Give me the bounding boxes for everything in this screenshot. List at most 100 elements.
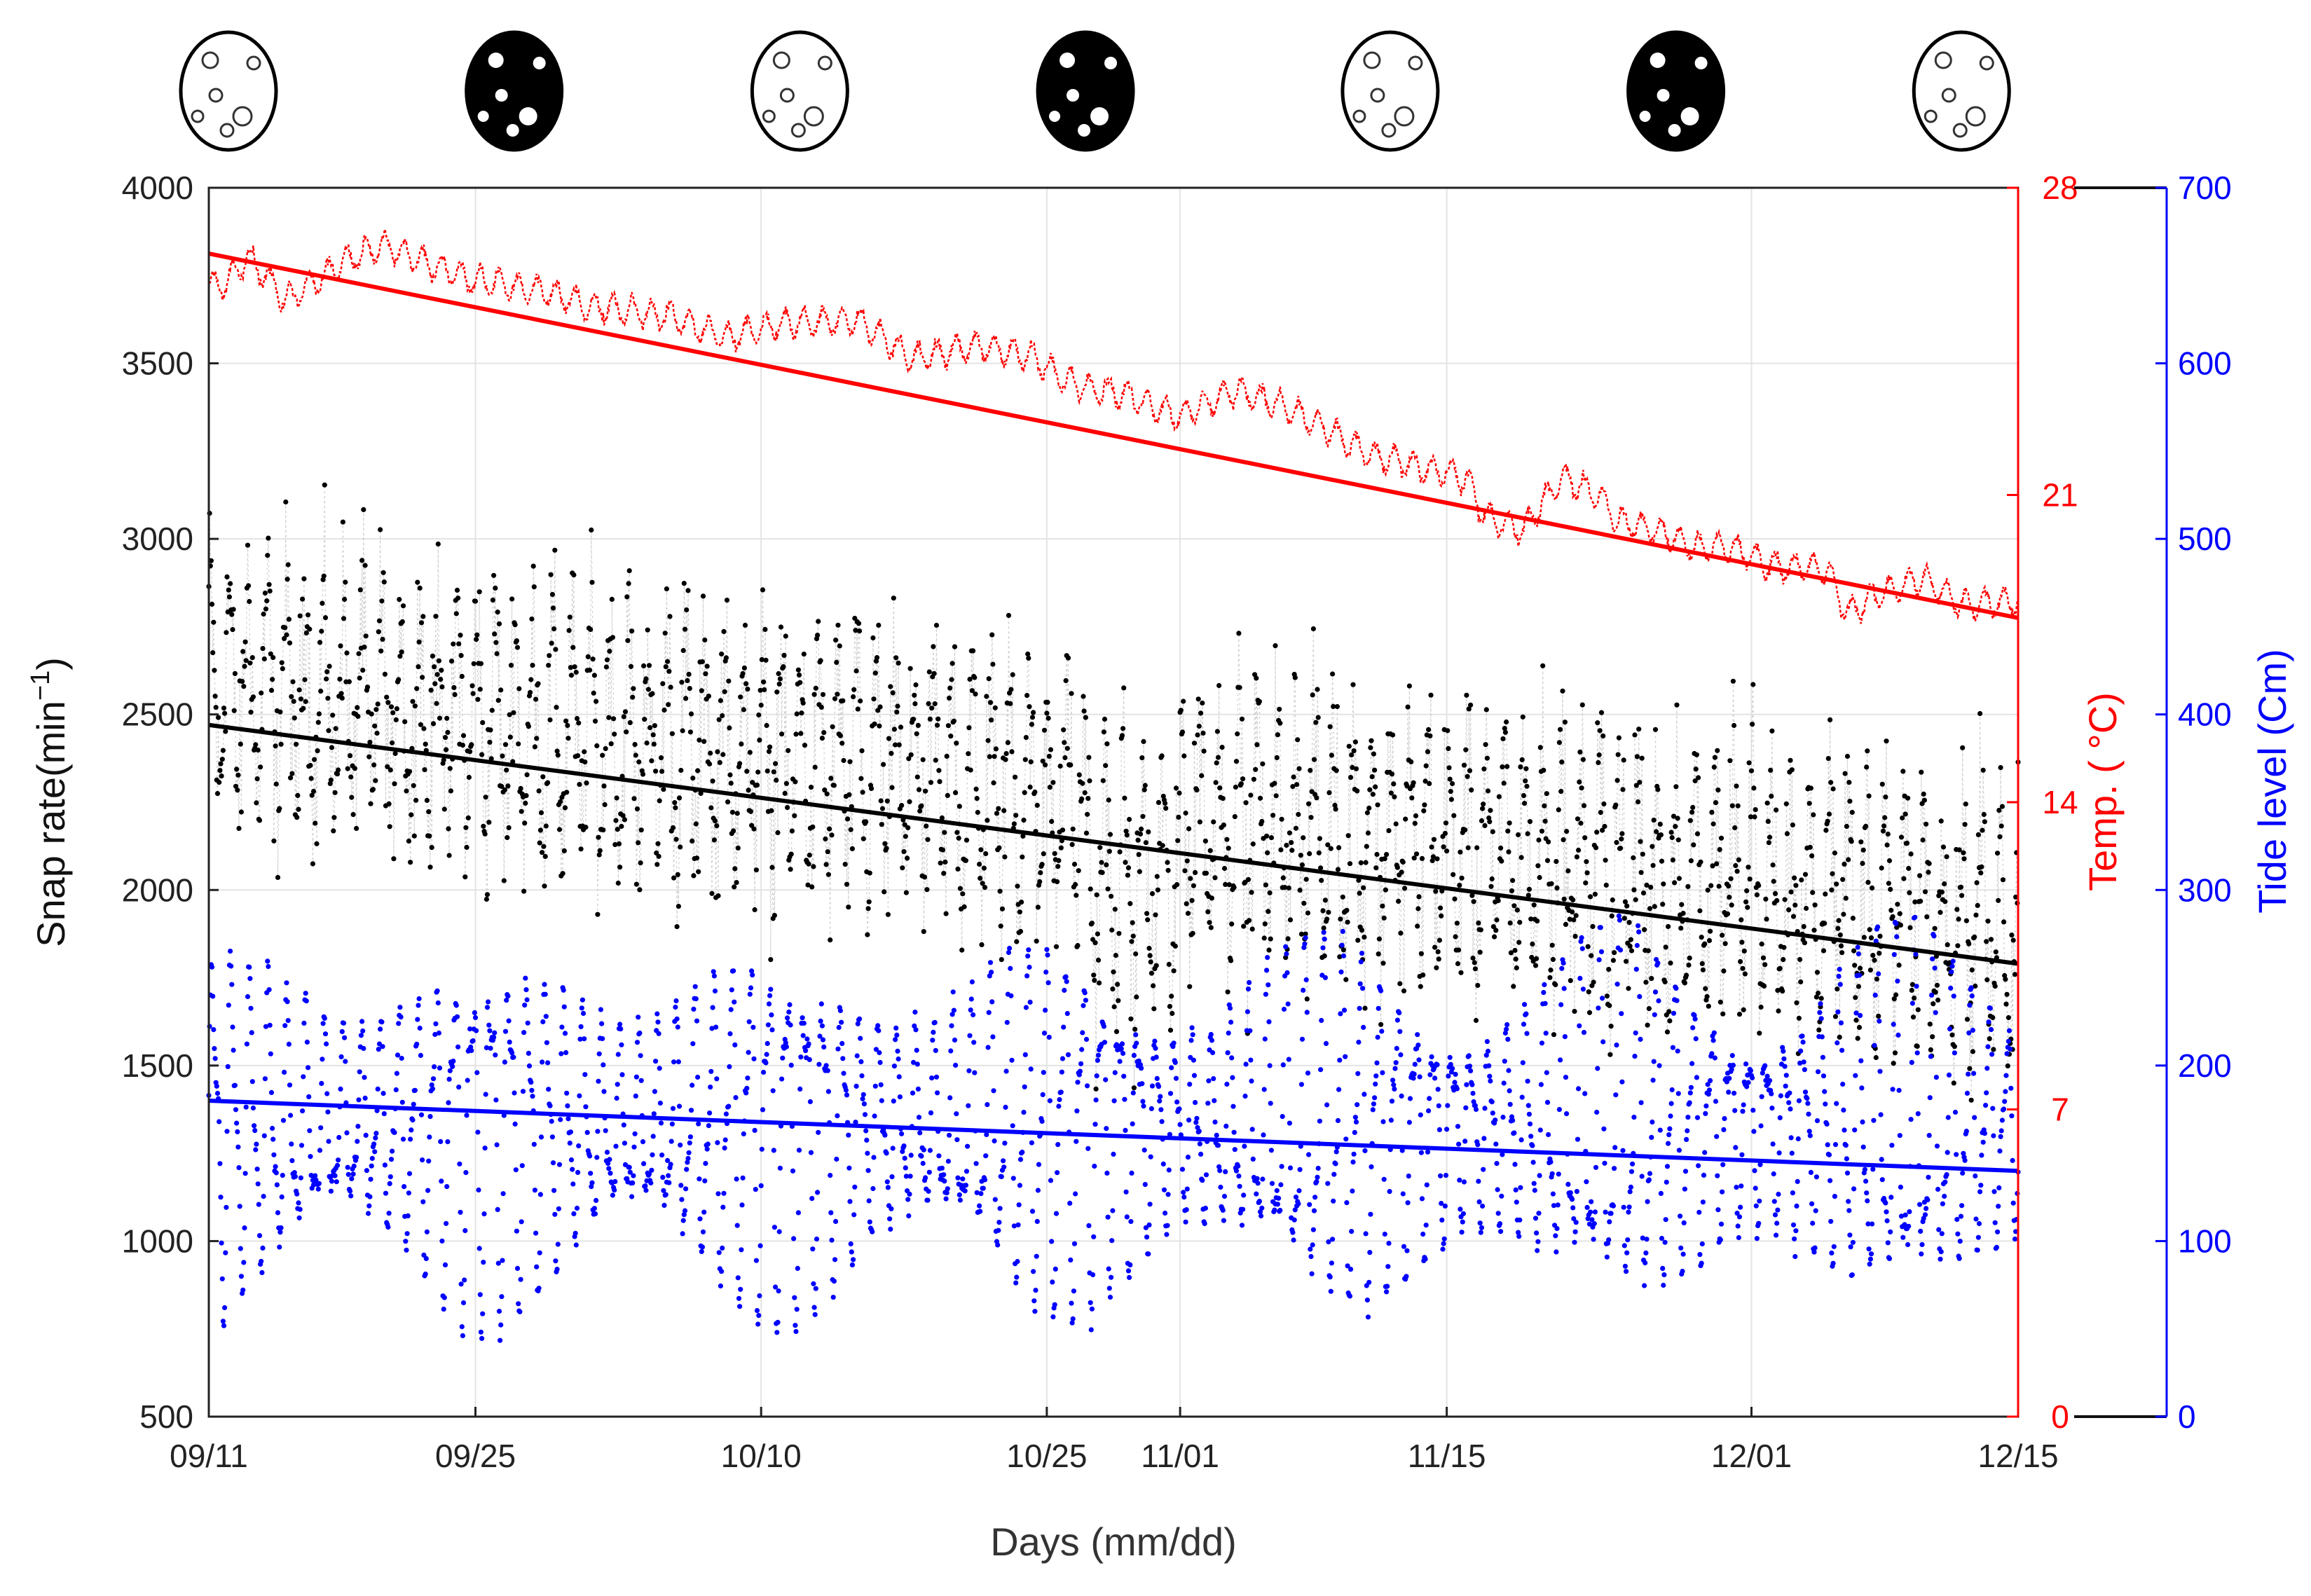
tide-level-point	[577, 1093, 582, 1099]
tide-level-point	[393, 1087, 399, 1093]
tide-level-point	[261, 1133, 267, 1138]
tide-level-point	[582, 1036, 587, 1042]
snap-rate-point	[644, 740, 650, 746]
snap-rate-point	[1427, 780, 1432, 786]
snap-rate-point	[750, 780, 755, 785]
snap-rate-point	[238, 809, 244, 815]
tide-level-point	[1986, 1019, 1991, 1025]
tide-level-point	[570, 1167, 575, 1172]
snap-rate-point	[462, 874, 468, 880]
snap-rate-point	[735, 845, 741, 851]
snap-rate-point	[294, 741, 299, 747]
snap-rate-point	[355, 713, 361, 720]
snap-rate-point	[928, 780, 934, 785]
snap-rate-point	[564, 790, 570, 795]
snap-rate-point	[1153, 963, 1159, 968]
tide-level-point	[1991, 1133, 1996, 1138]
tide-level-point	[1884, 1209, 1889, 1215]
tide-level-point	[1846, 1208, 1852, 1213]
snap-rate-point	[1239, 716, 1245, 722]
snap-rate-point	[1767, 834, 1773, 840]
tide-level-point	[1022, 1084, 1027, 1089]
snap-rate-point	[271, 838, 277, 844]
snap-rate-point	[370, 787, 376, 792]
tide-level-point	[950, 989, 956, 995]
snap-rate-point	[1627, 943, 1633, 949]
tide-level-point	[966, 1068, 972, 1073]
tide-level-point	[947, 1132, 952, 1138]
snap-rate-point	[1600, 733, 1606, 738]
snap-rate-point	[1570, 897, 1576, 903]
tide-level-point	[1987, 1005, 1993, 1011]
tide-level-point	[1696, 1209, 1702, 1215]
snap-rate-point	[1412, 820, 1418, 826]
snap-rate-point	[484, 896, 490, 902]
snap-rate-point	[1020, 833, 1026, 839]
tide-level-point	[1977, 1189, 1983, 1195]
snap-rate-point	[722, 689, 727, 694]
snap-rate-point	[1667, 1018, 1673, 1024]
snap-rate-point	[1877, 951, 1882, 956]
snap-rate-point	[1924, 914, 1930, 920]
tide-level-point	[1542, 982, 1547, 987]
snap-rate-point	[1910, 1014, 1916, 1020]
tide-level-point	[1963, 1129, 1969, 1134]
snap-rate-point	[798, 731, 804, 736]
snap-rate-point	[1257, 795, 1263, 801]
snap-rate-point	[434, 672, 440, 677]
tide-level-point	[512, 1121, 518, 1127]
snap-rate-point	[362, 563, 368, 568]
tide-level-point	[1730, 1062, 1736, 1068]
tide-level-point	[315, 1186, 321, 1192]
snap-rate-point	[1544, 858, 1551, 863]
snap-rate-point	[1997, 834, 2003, 839]
snap-rate-point	[442, 735, 448, 741]
snap-rate-point	[224, 574, 230, 580]
tide-level-point	[1671, 1010, 1677, 1016]
tide-level-point	[683, 1186, 689, 1192]
snap-rate-point	[694, 855, 700, 861]
snap-rate-point	[1841, 911, 1846, 917]
tide-level-point	[1504, 1021, 1510, 1028]
snap-rate-point	[1655, 787, 1661, 792]
moon-crater	[1941, 88, 1956, 103]
tide-level-point	[1601, 1126, 1607, 1131]
snap-rate-point	[1231, 885, 1237, 890]
snap-rate-point	[1430, 854, 1436, 860]
snap-rate-point	[1816, 1027, 1822, 1033]
snap-rate-point	[811, 692, 817, 697]
snap-rate-point	[1254, 675, 1259, 681]
tide-level-point	[552, 1211, 558, 1217]
snap-rate-point	[333, 726, 338, 731]
tide-level-point	[1914, 984, 1919, 989]
tide-level-point	[498, 1337, 503, 1343]
tide-level-point	[498, 1322, 504, 1328]
snap-rate-point	[741, 707, 746, 713]
tide-level-point	[732, 1042, 738, 1047]
snap-rate-point	[903, 890, 909, 895]
snap-rate-point	[851, 694, 856, 700]
snap-rate-point	[835, 622, 841, 628]
snap-rate-point	[1043, 762, 1048, 768]
snap-rate-point	[219, 757, 225, 762]
snap-rate-point	[610, 635, 616, 640]
tide-level-point	[343, 1059, 348, 1064]
snap-rate-point	[1686, 962, 1692, 968]
snap-rate-point	[1579, 785, 1584, 791]
tide-level-point	[855, 1021, 860, 1026]
tide-level-point	[1734, 1211, 1740, 1216]
snap-rate-point	[645, 687, 652, 692]
tide-level-point	[1347, 1293, 1353, 1299]
tide-level-point	[729, 987, 734, 993]
full-moon-icon	[1912, 30, 2011, 152]
snap-rate-point	[626, 581, 631, 586]
snap-rate-point	[341, 616, 347, 621]
tide-level-point	[615, 1082, 620, 1087]
snap-rate-point	[256, 818, 263, 823]
tide-level-point	[1248, 1057, 1254, 1063]
snap-rate-point	[1182, 868, 1188, 874]
snap-rate-point	[1362, 1005, 1368, 1011]
snap-rate-point	[1802, 940, 1807, 946]
snap-rate-point	[1348, 775, 1354, 780]
tide-level-point	[1871, 1117, 1877, 1123]
